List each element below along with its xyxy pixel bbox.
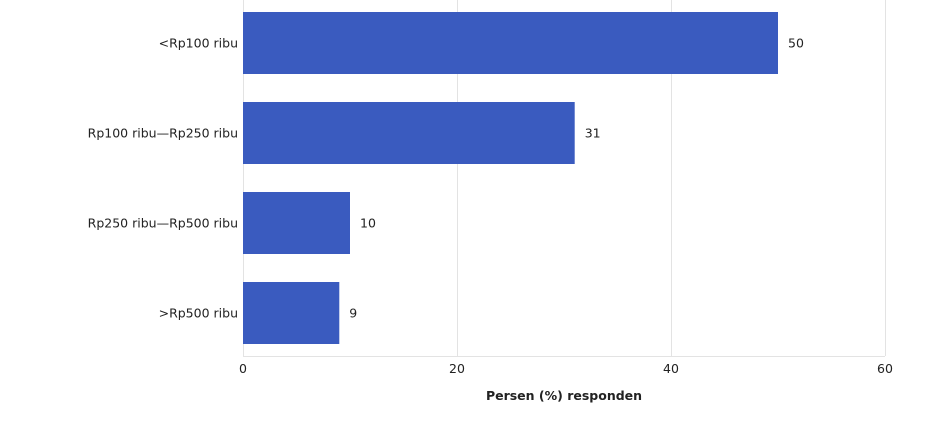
x-tick-label: 60 [877,361,893,376]
category-label: <Rp100 ribu [159,36,238,51]
category-label: Rp250 ribu—Rp500 ribu [88,216,238,231]
bar-2 [243,192,350,254]
value-label: 10 [360,216,376,231]
bar-0 [243,12,778,74]
x-axis-title: Persen (%) responden [486,388,642,403]
x-axis-ticks: 0 20 40 60 [239,361,893,376]
value-label: 50 [788,36,804,51]
category-labels: <Rp100 ribu Rp100 ribu—Rp250 ribu Rp250 ri… [88,36,238,321]
bar-1 [243,102,575,164]
value-label: 31 [585,126,601,141]
x-tick-label: 20 [449,361,465,376]
category-label: >Rp500 ribu [159,306,238,321]
bars [243,12,778,344]
x-tick-label: 40 [663,361,679,376]
value-label: 9 [349,306,357,321]
category-label: Rp100 ribu—Rp250 ribu [88,126,238,141]
bar-3 [243,282,340,344]
value-labels: 50 31 10 9 [349,36,804,321]
x-tick-label: 0 [239,361,247,376]
